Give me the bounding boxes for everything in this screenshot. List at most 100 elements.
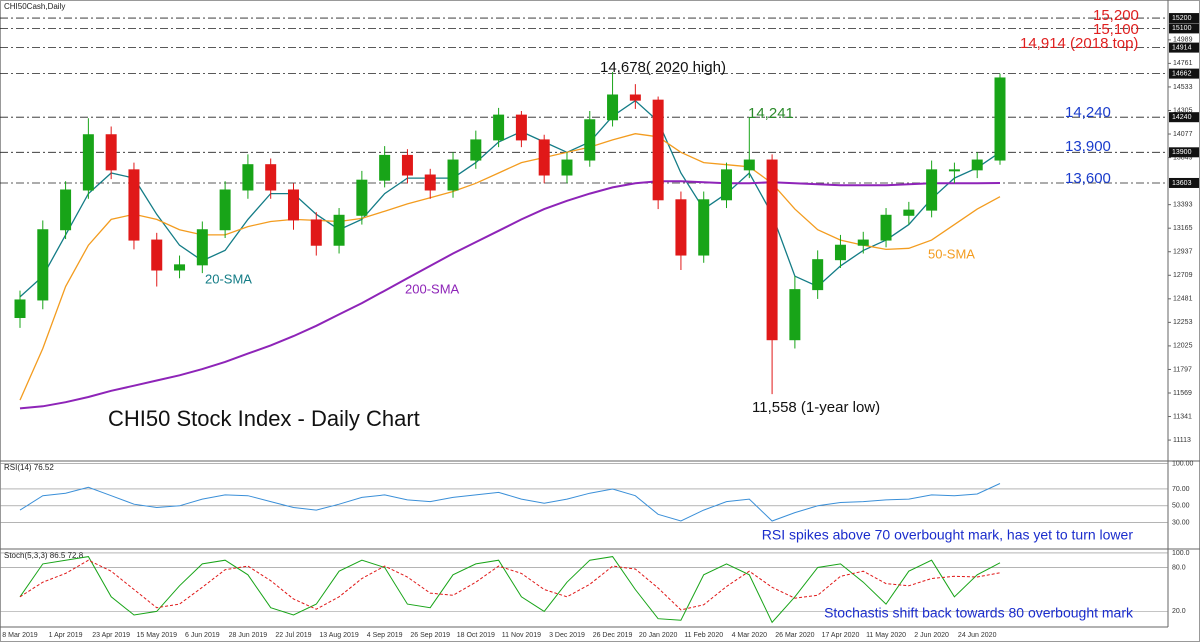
level-label: 14662 xyxy=(1172,70,1192,77)
x-tick-label: 8 Mar 2019 xyxy=(2,632,38,639)
symbol-title: CHI50Cash,Daily xyxy=(4,2,65,11)
candle-body xyxy=(561,159,573,176)
series-label: 50-SMA xyxy=(928,246,975,261)
level-label: 14240 xyxy=(1172,114,1192,121)
y-tick-label: 50.00 xyxy=(1172,503,1190,510)
candle-body xyxy=(584,119,596,161)
candle-body xyxy=(37,229,49,301)
y-tick-label: 14533 xyxy=(1173,84,1193,91)
x-tick-label: 1 Apr 2019 xyxy=(49,632,83,639)
candle-body xyxy=(424,174,436,191)
x-tick-label: 6 Jun 2019 xyxy=(185,632,220,639)
candle-body xyxy=(151,239,163,271)
candle-body xyxy=(242,164,254,191)
y-tick-label: 13165 xyxy=(1173,225,1193,232)
y-tick-label: 14305 xyxy=(1173,107,1193,114)
candle-body xyxy=(880,214,892,241)
y-tick-label: 12253 xyxy=(1173,319,1193,326)
x-tick-label: 11 May 2020 xyxy=(866,632,906,639)
candle-body xyxy=(379,154,391,181)
candle-body xyxy=(948,169,960,172)
x-tick-label: 23 Apr 2019 xyxy=(92,632,130,639)
x-tick-label: 26 Mar 2020 xyxy=(775,632,814,639)
x-tick-label: 26 Dec 2019 xyxy=(593,632,633,639)
x-tick-label: 11 Nov 2019 xyxy=(502,632,541,639)
candle-body xyxy=(174,264,186,271)
candle-body xyxy=(105,134,117,171)
y-tick-label: 11797 xyxy=(1173,366,1192,373)
candle-body xyxy=(60,189,72,231)
candle-body xyxy=(14,299,26,319)
candle-body xyxy=(903,209,915,216)
x-tick-label: 28 Jun 2019 xyxy=(229,632,268,639)
series-label: 20-SMA xyxy=(205,271,252,286)
annotation: 14,914 (2018 top) xyxy=(1020,35,1138,52)
candle-body xyxy=(219,189,231,231)
x-tick-label: 11 Feb 2020 xyxy=(684,632,723,639)
annotation: 13,900 xyxy=(1065,138,1111,155)
candle-body xyxy=(721,169,733,201)
y-tick-label: 30.00 xyxy=(1172,520,1190,527)
candle-body xyxy=(607,94,619,121)
indicator-line xyxy=(19,180,1001,410)
level-tag xyxy=(1169,147,1199,158)
candle-body xyxy=(743,159,755,171)
y-tick-label: 12709 xyxy=(1173,272,1193,279)
y-tick-label: 13393 xyxy=(1173,201,1193,208)
indicator-line xyxy=(19,133,1001,401)
candle-body xyxy=(789,289,801,341)
y-tick-label: 70.00 xyxy=(1172,486,1190,493)
y-tick-label: 11341 xyxy=(1173,413,1192,420)
candle-body xyxy=(652,99,664,201)
candle-body xyxy=(82,134,94,191)
candle-body xyxy=(538,139,550,176)
candle-body xyxy=(470,139,482,161)
annotation: 13,600 xyxy=(1065,170,1111,187)
y-tick-label: 12481 xyxy=(1173,296,1193,303)
x-tick-label: 4 Mar 2020 xyxy=(732,632,768,639)
x-tick-label: 17 Apr 2020 xyxy=(822,632,860,639)
x-tick-label: 18 Oct 2019 xyxy=(457,632,495,639)
candle-body xyxy=(812,259,824,291)
candle-body xyxy=(401,154,413,176)
candle-body xyxy=(265,164,277,191)
indicator-line xyxy=(19,483,1001,522)
x-tick-label: 2 Jun 2020 xyxy=(914,632,949,639)
x-tick-label: 15 May 2019 xyxy=(137,632,178,639)
annotation: 14,240 xyxy=(1065,104,1111,121)
candle-body xyxy=(493,114,505,141)
y-tick-label: 12025 xyxy=(1173,343,1193,350)
y-tick-label: 11569 xyxy=(1173,390,1192,397)
level-tag xyxy=(1169,23,1199,34)
y-tick-label: 14989 xyxy=(1173,37,1193,44)
annotation: 15,200 xyxy=(1093,7,1139,24)
y-tick-label: 100.00 xyxy=(1172,461,1194,468)
level-label: 14914 xyxy=(1172,44,1192,51)
x-tick-label: 4 Sep 2019 xyxy=(367,632,403,639)
level-tag xyxy=(1169,177,1199,188)
level-label: 13603 xyxy=(1172,180,1192,187)
candle-body xyxy=(675,199,687,256)
x-tick-label: 26 Sep 2019 xyxy=(410,632,450,639)
level-label: 15100 xyxy=(1172,25,1192,32)
candle-body xyxy=(515,114,527,141)
annotation: Stochastis shift back towards 80 overbou… xyxy=(824,605,1134,621)
y-tick-label: 100.0 xyxy=(1172,550,1190,557)
candle-body xyxy=(333,214,345,246)
chart-title: CHI50 Stock Index - Daily Chart xyxy=(108,406,420,431)
x-tick-label: 20 Jan 2020 xyxy=(639,632,678,639)
y-tick-label: 80.0 xyxy=(1172,564,1186,571)
candle-body xyxy=(356,179,368,216)
candle-body xyxy=(128,169,140,241)
y-tick-label: 14077 xyxy=(1173,131,1193,138)
candle-body xyxy=(629,94,641,101)
candle-body xyxy=(287,189,299,221)
x-tick-label: 22 Jul 2019 xyxy=(275,632,311,639)
level-tag xyxy=(1169,42,1199,53)
y-tick-label: 20.0 xyxy=(1172,608,1186,615)
indicator-line xyxy=(19,99,1001,298)
candle-body xyxy=(926,169,938,211)
level-tag xyxy=(1169,68,1199,79)
